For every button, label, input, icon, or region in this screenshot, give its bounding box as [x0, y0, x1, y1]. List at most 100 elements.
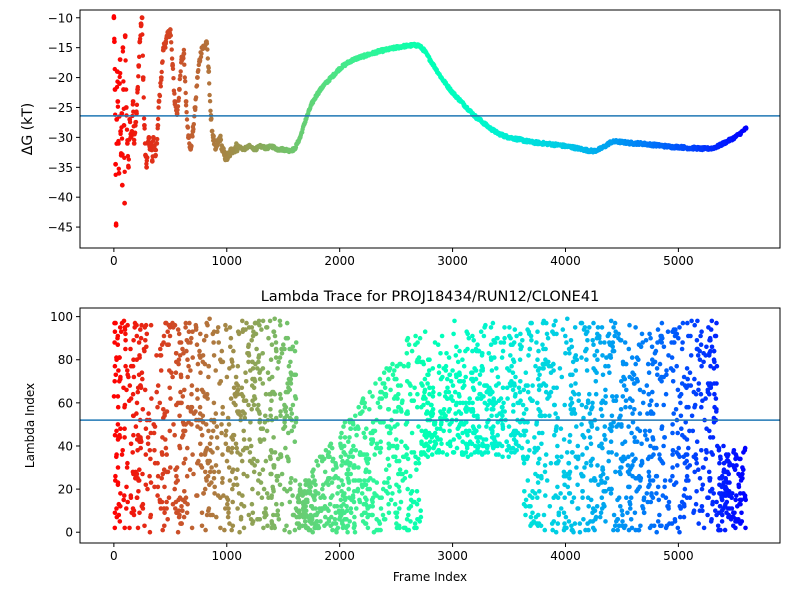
lambda-point	[537, 372, 542, 378]
lambda-point	[167, 428, 173, 434]
lambda-point	[353, 448, 359, 453]
lambda-point	[444, 452, 450, 457]
lambda-point	[619, 465, 624, 470]
lambda-point	[178, 389, 183, 395]
lambda-point	[341, 450, 347, 455]
lambda-point	[406, 527, 412, 533]
lambda-point	[484, 445, 490, 451]
lambda-point	[521, 501, 527, 507]
lambda-point	[224, 458, 230, 464]
lambda-point	[672, 519, 678, 524]
lambda-point	[370, 420, 376, 425]
delta-g-point	[144, 164, 150, 170]
lambda-point	[410, 499, 416, 505]
lambda-point	[548, 460, 554, 466]
lambda-point	[131, 471, 136, 477]
lambda-point	[177, 340, 182, 345]
lambda-point	[469, 376, 474, 382]
lambda-point	[207, 441, 213, 447]
lambda-point	[338, 454, 344, 460]
lambda-point	[115, 335, 120, 341]
lambda-point	[152, 448, 157, 453]
lambda-point	[612, 320, 618, 326]
lambda-point	[677, 504, 683, 509]
lambda-point	[436, 370, 442, 376]
delta-g-point	[732, 135, 738, 140]
lambda-point	[479, 353, 485, 358]
lambda-point	[602, 432, 607, 438]
lambda-point	[365, 460, 371, 466]
lambda-point	[652, 359, 658, 365]
lambda-point	[415, 391, 420, 397]
lambda-point	[590, 400, 595, 406]
lambda-point	[525, 439, 530, 445]
lambda-point	[207, 316, 212, 322]
delta-g-point	[359, 54, 365, 59]
lambda-point	[698, 391, 704, 397]
lambda-point	[568, 402, 573, 408]
delta-g-point	[147, 146, 153, 152]
delta-g-point	[161, 45, 166, 51]
lambda-point	[675, 387, 681, 393]
lambda-point	[494, 366, 499, 371]
lambda-point	[535, 495, 540, 501]
lambda-point	[112, 510, 118, 516]
lambda-point	[610, 394, 615, 399]
lambda-point	[307, 489, 313, 494]
lambda-point	[538, 383, 544, 388]
lambda-point	[318, 519, 323, 524]
lambda-point	[743, 497, 748, 503]
lambda-point	[204, 320, 209, 326]
lambda-point	[211, 469, 217, 475]
lambda-point	[338, 435, 343, 440]
lambda-point	[373, 445, 379, 451]
lambda-point	[246, 344, 251, 350]
x-tick-label: 4000	[550, 254, 581, 268]
lambda-point	[618, 338, 624, 343]
lambda-point	[537, 489, 542, 494]
lambda-point	[278, 409, 283, 414]
delta-g-point	[118, 152, 124, 158]
lambda-point	[609, 486, 614, 492]
lambda-point	[528, 514, 534, 520]
lambda-point	[415, 357, 420, 363]
lambda-point	[394, 376, 399, 382]
lambda-point	[604, 476, 610, 481]
lambda-point	[418, 514, 424, 520]
lambda-point	[331, 476, 337, 481]
lambda-point	[385, 456, 391, 462]
lambda-point	[724, 486, 729, 492]
delta-g-point	[602, 143, 608, 149]
lambda-point	[186, 329, 192, 335]
lambda-point	[580, 495, 585, 501]
lambda-point	[568, 338, 574, 343]
lambda-point	[678, 400, 683, 406]
lambda-point	[257, 411, 262, 416]
lambda-point	[247, 450, 253, 455]
lambda-point	[392, 424, 398, 429]
lambda-point	[582, 465, 587, 470]
lambda-point	[138, 383, 143, 388]
lambda-point	[242, 411, 247, 416]
lambda-point	[378, 439, 384, 445]
lambda-point	[580, 489, 585, 494]
lambda-point	[240, 394, 246, 399]
lambda-point	[112, 379, 117, 384]
lambda-point	[323, 514, 328, 520]
lambda-point	[385, 491, 391, 496]
lambda-point	[543, 357, 548, 363]
lambda-point	[720, 512, 725, 518]
lambda-point	[283, 445, 288, 451]
x-tick-label: 1000	[212, 254, 243, 268]
y-tick-label: −30	[48, 131, 73, 145]
lambda-point	[717, 460, 722, 466]
delta-g-point	[137, 39, 143, 45]
lambda-point	[425, 372, 430, 378]
lambda-point	[696, 467, 701, 473]
lambda-point	[290, 402, 296, 408]
lambda-point	[590, 338, 595, 343]
delta-g-point	[114, 69, 120, 74]
lambda-point	[677, 514, 683, 520]
lambda-point	[476, 424, 482, 429]
delta-g-point	[186, 135, 191, 140]
